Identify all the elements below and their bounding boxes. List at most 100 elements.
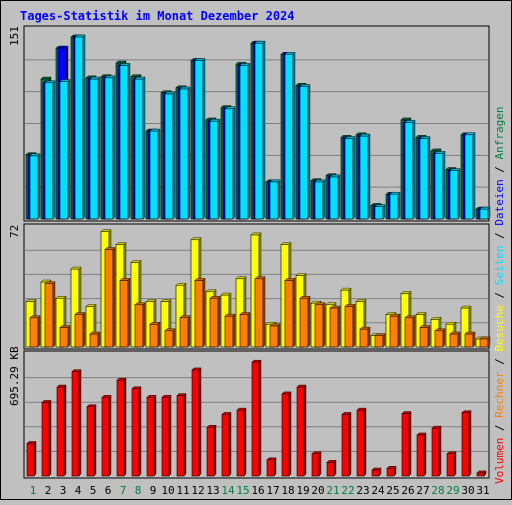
bar-rechner-day-26-top: [404, 315, 416, 318]
bar-besuche-day-1-top: [25, 299, 37, 302]
bar-rechner-day-3-face: [59, 327, 69, 348]
bar-rechner-day-28: [434, 328, 446, 348]
bar-seiten-day-4-top: [74, 34, 86, 38]
bar-rechner-day-15-face: [239, 314, 249, 348]
bar-rechner-day-13-top: [209, 296, 221, 299]
bar-rechner-day-22: [344, 303, 356, 348]
bar-volumen-day-27-face: [416, 434, 425, 477]
bar-besuche-day-23-top: [355, 299, 367, 302]
day-label-6: 6: [105, 484, 112, 497]
bar-seiten-day-26: [404, 119, 416, 220]
bar-seiten-day-22-face: [344, 138, 354, 220]
bar-volumen-day-4: [71, 369, 82, 477]
bar-rechner-day-21: [329, 305, 341, 348]
bar-volumen-day-14-side: [228, 411, 232, 477]
bar-rechner-day-6: [104, 247, 116, 348]
bar-volumen-day-9-face: [146, 396, 155, 477]
bar-volumen-day-1-face: [26, 443, 35, 477]
legend-separator: /: [493, 285, 506, 305]
bar-rechner-day-25-side: [397, 313, 401, 348]
bar-rechner-day-2-top: [44, 281, 56, 284]
bar-seiten-day-17-side: [277, 179, 281, 220]
bar-rechner-day-24-top: [374, 333, 386, 336]
bar-rechner-day-24: [374, 333, 386, 348]
bar-volumen-day-10-top: [161, 395, 172, 398]
bar-rechner-day-8: [134, 302, 146, 348]
bar-volumen-day-22-face: [341, 414, 350, 477]
bar-rechner-day-14-side: [232, 313, 236, 348]
bar-seiten-day-25-side: [397, 191, 401, 220]
bar-seiten-day-15-face: [239, 65, 249, 220]
bar-volumen-day-30-top: [461, 410, 472, 413]
bar-seiten-day-24: [374, 204, 386, 220]
bar-seiten-day-28-face: [434, 153, 444, 220]
bar-seiten-day-11-top: [179, 86, 191, 90]
bar-volumen-day-27-top: [416, 432, 427, 436]
bar-volumen-day-8: [131, 386, 142, 477]
day-label-23: 23: [356, 484, 369, 497]
day-label-20: 20: [311, 484, 324, 497]
bar-volumen-day-24: [371, 467, 382, 477]
bar-seiten-day-18-side: [292, 51, 296, 220]
bar-seiten-day-4: [74, 34, 86, 220]
bar-volumen-day-2-side: [48, 399, 52, 477]
bar-volumen-day-11-top: [176, 393, 187, 396]
bar-rechner-day-24-face: [374, 335, 384, 348]
day-label-10: 10: [161, 484, 174, 497]
bar-volumen-day-5-face: [86, 406, 95, 477]
bar-rechner-day-29-top: [449, 331, 461, 335]
bar-rechner-day-25: [389, 313, 401, 348]
bar-besuche-day-27-top: [415, 312, 427, 315]
bar-seiten-day-30-top: [464, 132, 476, 135]
bar-besuche-day-8-top: [130, 260, 142, 263]
bar-seiten-day-12-face: [194, 60, 204, 220]
bar-seiten-day-3-face: [59, 81, 69, 220]
bar-seiten-day-3-side: [67, 79, 71, 220]
bar-besuche-day-3-top: [55, 296, 67, 299]
bar-volumen-day-22-side: [348, 411, 352, 477]
bar-volumen-day-10-face: [161, 396, 170, 477]
bar-seiten-day-22-top: [344, 136, 356, 139]
bar-volumen-day-31-face: [476, 472, 485, 477]
bar-rechner-day-25-face: [389, 315, 399, 348]
bar-seiten-day-26-side: [412, 119, 416, 220]
bar-rechner-day-30-side: [472, 331, 476, 348]
bar-volumen-day-14: [221, 411, 232, 477]
bar-rechner-day-23-face: [359, 328, 369, 348]
bar-seiten-day-25-face: [389, 193, 399, 220]
bar-volumen-day-16-top: [251, 359, 262, 363]
day-label-2: 2: [45, 484, 52, 497]
bar-volumen-day-21-face: [326, 462, 335, 477]
middle-panel-max-label: 72: [8, 225, 21, 238]
bar-rechner-day-9-side: [157, 321, 161, 348]
bar-seiten-day-31-face: [479, 208, 489, 220]
bar-rechner-day-21-face: [329, 307, 339, 348]
bar-rechner-day-2-face: [44, 283, 54, 348]
bar-volumen-day-13: [206, 424, 217, 477]
bar-rechner-day-12: [194, 277, 206, 348]
bar-rechner-day-7-side: [127, 277, 131, 348]
bar-seiten-day-13-side: [217, 118, 221, 220]
bar-volumen-day-18-side: [288, 391, 292, 477]
top-panel: 151: [8, 25, 491, 222]
bar-rechner-day-11-top: [179, 315, 191, 318]
legend-besuche: Besuche: [493, 305, 506, 351]
bar-volumen-day-1-top: [26, 441, 37, 444]
bar-volumen-day-27: [416, 432, 427, 477]
bar-besuche-day-7-top: [115, 242, 127, 245]
bar-seiten-day-15: [239, 62, 251, 220]
bar-rechner-day-31-top: [479, 336, 491, 340]
bar-volumen-day-25-face: [386, 467, 395, 477]
bar-rechner-day-2: [44, 281, 56, 348]
bar-seiten-day-27-face: [419, 138, 429, 220]
bar-rechner-day-13-face: [209, 297, 219, 348]
day-label-12: 12: [191, 484, 204, 497]
bar-volumen-day-27-side: [423, 432, 427, 477]
bar-dateien-day-3-top: [57, 45, 69, 49]
bar-rechner-day-9-top: [149, 322, 161, 325]
bar-volumen-day-13-side: [213, 424, 217, 477]
bar-seiten-day-31: [479, 206, 491, 220]
bar-volumen-day-7-face: [116, 379, 125, 477]
